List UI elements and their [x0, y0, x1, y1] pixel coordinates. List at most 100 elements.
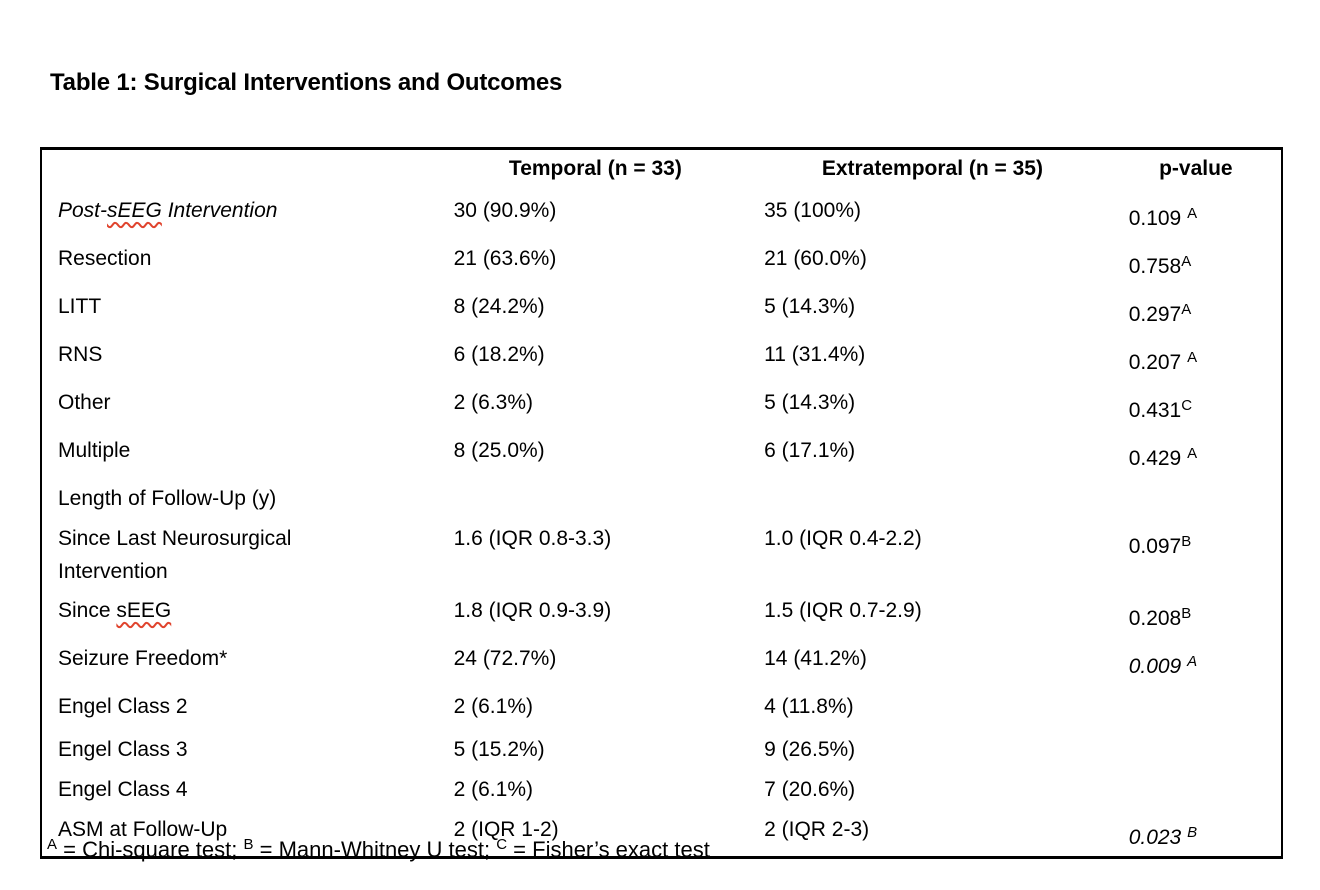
footnote-superscript-c: C	[496, 836, 508, 853]
extratemporal-value-cell: 9 (26.5%)	[764, 737, 856, 761]
p-value: 0.208	[1128, 606, 1182, 630]
header-p-value: p-value	[1159, 157, 1233, 180]
temporal-value-cell: 8 (24.2%)	[453, 294, 545, 318]
extratemporal-value-cell: 21 (60.0%)	[764, 246, 867, 270]
p-value: 0.207	[1128, 350, 1188, 374]
extratemporal-value-cell: 7 (20.6%)	[764, 777, 856, 801]
p-value-superscript: C	[1181, 396, 1193, 414]
outcomes-table: Temporal (n = 33) Extratemporal (n = 35)…	[40, 147, 1283, 859]
extratemporal-value-cell: 11 (31.4%)	[764, 342, 866, 366]
p-value-superscript: A	[1187, 348, 1198, 366]
row-label: Engel Class 4	[58, 777, 188, 801]
temporal-value-cell: 1.6 (IQR 0.8-3.3)	[453, 526, 612, 550]
table-title: Table 1: Surgical Interventions and Outc…	[50, 69, 563, 96]
table-header: Temporal (n = 33) Extratemporal (n = 35)…	[41, 149, 1282, 189]
row-label-cell: Since Last Neurosurgical Intervention	[41, 517, 437, 589]
temporal-value-cell: 1.8 (IQR 0.9-3.9)	[453, 598, 612, 622]
p-value-superscript: A	[1181, 252, 1192, 270]
row-label: RNS	[58, 342, 103, 366]
p-value-superscript: A	[1181, 300, 1192, 318]
section-label-cell: Length of Follow-Up (y)	[41, 477, 437, 517]
header-extratemporal: Extratemporal (n = 35)	[821, 157, 1043, 180]
table-row: Engel Class 3 5 (15.2%) 9 (26.5%)	[41, 728, 1282, 768]
table-header-row: Temporal (n = 33) Extratemporal (n = 35)…	[41, 149, 1282, 189]
header-temporal: Temporal (n = 33)	[508, 157, 682, 180]
p-value-superscript: A	[1187, 444, 1198, 462]
footnote-superscript-a: A	[47, 836, 58, 853]
row-label: ASM at Follow-Up	[58, 817, 228, 841]
row-label-cell: Other	[41, 381, 437, 429]
temporal-value-cell: 2 (6.3%)	[453, 390, 533, 414]
p-value-cell: 0.023 B	[1111, 808, 1282, 858]
p-value-cell: 0.207 A	[1111, 333, 1282, 381]
table-row: Other 2 (6.3%) 5 (14.3%) 0.431C	[41, 381, 1282, 429]
p-value: 0.097	[1128, 534, 1182, 558]
row-label-cell: ASM at Follow-Up	[41, 808, 437, 858]
table-row: LITT 8 (24.2%) 5 (14.3%) 0.297A	[41, 285, 1282, 333]
temporal-value-cell: 30 (90.9%)	[453, 198, 557, 222]
row-label: Multiple	[58, 438, 131, 462]
p-value: 0.758	[1128, 254, 1182, 278]
table-footnote: A = Chi-square test; B = Mann-Whitney U …	[47, 833, 710, 870]
footnote-text-b: = Mann-Whitney U test;	[253, 837, 497, 862]
table-row: Multiple 8 (25.0%) 6 (17.1%) 0.429 A	[41, 429, 1282, 477]
footnote-text-c: = Fisher’s exact test	[507, 837, 710, 862]
p-value-cell: 0.297A	[1111, 285, 1282, 333]
p-value: 0.431	[1128, 398, 1182, 422]
row-label: Seizure Freedom*	[58, 646, 228, 670]
p-value: 0.009	[1128, 654, 1188, 678]
p-value: 0.297	[1128, 302, 1182, 326]
p-value-cell: 0.009 A	[1111, 637, 1282, 685]
temporal-value-cell: 8 (25.0%)	[453, 438, 545, 462]
table-body: Post-sEEG Intervention 30 (90.9%) 35 (10…	[41, 189, 1282, 858]
extratemporal-value-cell: 4 (11.8%)	[764, 694, 854, 718]
p-value: 0.429	[1128, 446, 1188, 470]
row-label-cell: RNS	[41, 333, 437, 381]
row-label-cell: Engel Class 3	[41, 728, 437, 768]
row-label-cell: Engel Class 2	[41, 685, 437, 728]
temporal-value-cell	[437, 477, 755, 517]
extratemporal-value-cell: 14 (41.2%)	[764, 646, 867, 670]
p-value-cell	[1111, 477, 1282, 517]
temporal-value-cell: 5 (15.2%)	[453, 737, 545, 761]
p-value-cell	[1111, 768, 1282, 808]
row-label-line2: Intervention	[58, 559, 168, 583]
extratemporal-value-cell: 1.0 (IQR 0.4-2.2)	[764, 526, 922, 550]
table-row: Seizure Freedom* 24 (72.7%) 14 (41.2%) 0…	[41, 637, 1282, 685]
spellcheck-underlined-text: sEEG	[107, 198, 162, 222]
p-value-cell: 0.109 A	[1111, 189, 1282, 237]
row-label-cell: Engel Class 4	[41, 768, 437, 808]
row-label: Resection	[58, 246, 152, 270]
p-value-superscript: A	[1187, 204, 1198, 222]
p-value-superscript: B	[1181, 532, 1192, 550]
table-row: Since Last Neurosurgical Intervention 1.6…	[41, 517, 1282, 589]
p-value-cell: 0.208B	[1111, 589, 1282, 637]
row-label: Engel Class 2	[58, 694, 188, 718]
table-row: Engel Class 4 2 (6.1%) 7 (20.6%)	[41, 768, 1282, 808]
temporal-value-cell: 2 (6.1%)	[453, 777, 533, 801]
spellcheck-underlined-text: sEEG	[116, 598, 172, 622]
extratemporal-value-cell: 2 (IQR 2-3)	[764, 817, 870, 841]
p-value-cell	[1111, 728, 1282, 768]
extratemporal-value-cell	[754, 477, 1111, 517]
table-row: Post-sEEG Intervention 30 (90.9%) 35 (10…	[41, 189, 1282, 237]
header-empty-cell	[41, 149, 437, 189]
temporal-value-cell: 6 (18.2%)	[453, 342, 545, 366]
footnote-superscript-b: B	[243, 836, 254, 853]
row-label: Since	[58, 598, 117, 622]
row-label: Other	[58, 390, 111, 414]
row-label-cont: Intervention	[161, 198, 278, 222]
row-label-cell: Resection	[41, 237, 437, 285]
row-label-cell: LITT	[41, 285, 437, 333]
footnote-text-a: = Chi-square test;	[57, 837, 244, 862]
temporal-value-cell: 21 (63.6%)	[453, 246, 557, 270]
extratemporal-value-cell: 6 (17.1%)	[764, 438, 856, 462]
table-row: Since sEEG 1.8 (IQR 0.9-3.9) 1.5 (IQR 0.…	[41, 589, 1282, 637]
row-label: Post-	[58, 198, 108, 222]
row-label: Engel Class 3	[58, 737, 188, 761]
extratemporal-value-cell: 35 (100%)	[764, 198, 862, 222]
extratemporal-value-cell: 5 (14.3%)	[764, 390, 856, 414]
table-row: Resection 21 (63.6%) 21 (60.0%) 0.758A	[41, 237, 1282, 285]
p-value-cell: 0.431C	[1111, 381, 1282, 429]
p-value: 0.023	[1128, 825, 1188, 849]
